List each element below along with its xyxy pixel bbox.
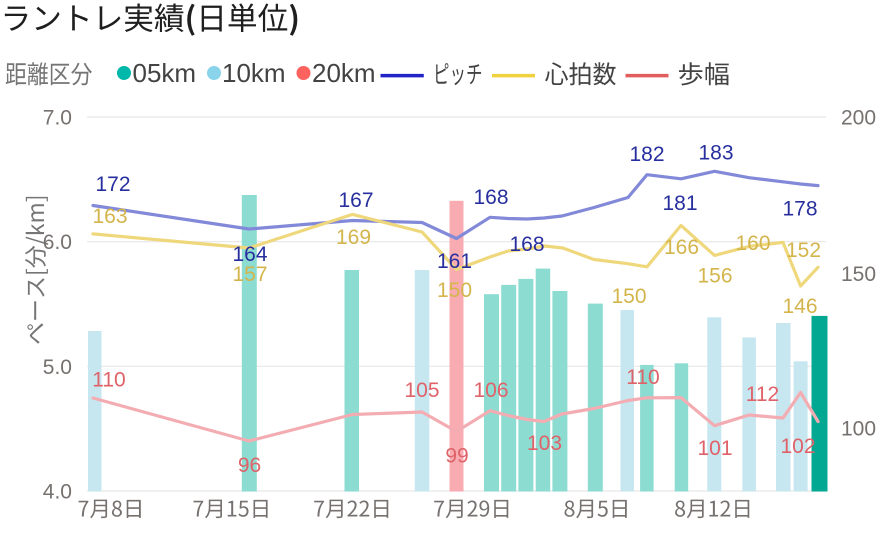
- svg-text:160: 160: [735, 232, 770, 255]
- svg-text:110: 110: [626, 366, 659, 389]
- svg-text:110: 110: [92, 369, 125, 392]
- svg-text:152: 152: [786, 239, 821, 262]
- svg-text:182: 182: [629, 143, 664, 166]
- svg-text:200: 200: [841, 107, 876, 130]
- svg-text:105: 105: [404, 379, 439, 402]
- svg-text:100: 100: [841, 418, 876, 441]
- svg-text:172: 172: [95, 173, 130, 196]
- svg-text:05km: 05km: [133, 58, 197, 88]
- svg-text:169: 169: [336, 226, 371, 249]
- svg-text:181: 181: [662, 192, 697, 215]
- svg-text:146: 146: [782, 295, 817, 318]
- svg-text:183: 183: [698, 142, 733, 165]
- svg-text:10km: 10km: [222, 58, 286, 88]
- svg-text:106: 106: [473, 379, 508, 402]
- svg-text:96: 96: [238, 454, 261, 477]
- svg-text:103: 103: [527, 432, 562, 455]
- svg-text:101: 101: [697, 437, 732, 460]
- svg-text:163: 163: [92, 205, 127, 228]
- svg-text:4.0: 4.0: [43, 481, 72, 504]
- svg-text:99: 99: [445, 445, 468, 468]
- svg-text:102: 102: [780, 435, 815, 458]
- svg-text:168: 168: [473, 186, 508, 209]
- svg-text:164: 164: [232, 243, 267, 266]
- svg-text:7.0: 7.0: [43, 107, 72, 130]
- svg-text:5.0: 5.0: [43, 356, 72, 379]
- svg-text:168: 168: [509, 233, 544, 256]
- svg-text:20km: 20km: [312, 58, 376, 88]
- svg-text:161: 161: [437, 250, 472, 273]
- svg-text:150: 150: [611, 285, 646, 308]
- svg-text:156: 156: [697, 265, 732, 288]
- svg-text:150: 150: [841, 263, 876, 286]
- svg-text:166: 166: [664, 236, 699, 259]
- svg-text:6.0: 6.0: [43, 231, 72, 254]
- svg-text:150: 150: [437, 279, 472, 302]
- svg-text:112: 112: [746, 383, 779, 406]
- svg-text:157: 157: [232, 263, 267, 286]
- svg-text:167: 167: [338, 189, 373, 212]
- svg-text:178: 178: [782, 198, 817, 221]
